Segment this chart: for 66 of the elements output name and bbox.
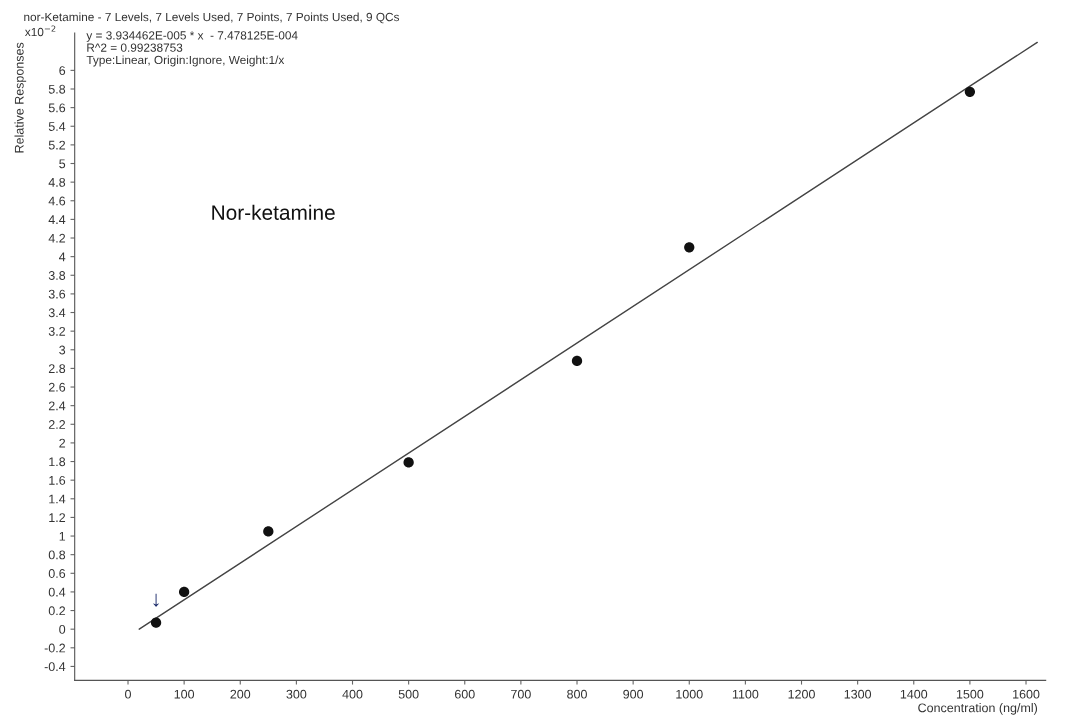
y-tick-label: 5.8 (48, 84, 66, 94)
annotation: Type:Linear, Origin:Ignore, Weight:1/x (86, 55, 285, 67)
y-tick-label: 3.2 (48, 326, 66, 336)
y-tick-label: 2.4 (48, 401, 66, 411)
y-tick-label: 0.2 (48, 606, 66, 616)
x-tick-label: 1400 (900, 689, 928, 699)
y-tick-label: 5.4 (48, 122, 66, 131)
x-axis-title: Concentration (ng/ml) (918, 703, 1038, 715)
x-tick-label: 200 (230, 689, 251, 699)
point (684, 242, 695, 253)
annotation: y = 3.934462E-005 * x - 7.478125E-004 (86, 31, 298, 42)
y-tick-label: 2.6 (48, 382, 66, 392)
x-tick-label: 1100 (732, 689, 759, 699)
y-tick-label: 0.6 (48, 569, 66, 578)
x-tick-label: 500 (398, 689, 419, 699)
x-tick-label: 1500 (956, 689, 984, 699)
y-tick-label: 1 (59, 531, 66, 541)
x-tick-label: 1000 (676, 689, 703, 699)
y-tick-label: 2.2 (48, 420, 66, 429)
annotation: Nor-ketamine (212, 204, 335, 220)
y-tick-label: 3.4 (48, 308, 66, 318)
y-tick-label: -0.4 (44, 662, 66, 672)
x-tick-label: 1300 (844, 689, 872, 699)
annotation: R^2 = 0.99238753 (87, 43, 183, 52)
y-tick-label: 1.8 (49, 457, 66, 467)
x-tick-label: 400 (342, 689, 363, 699)
y-axis-title: Relative Responses (14, 42, 27, 153)
chart-title: nor-Ketamine - 7 Levels, 7 Levels Used, 7 Points, 7 Points Used, 9 QCs (24, 12, 400, 24)
x-tick-label: 0 (125, 689, 131, 699)
y-tick-label: -0.2 (44, 643, 66, 653)
x-tick-label: 700 (511, 689, 531, 699)
y-tick-label: 2.8 (48, 364, 66, 374)
x-tick-label: 600 (454, 689, 475, 699)
x-tick-label: 1600 (1013, 689, 1040, 699)
point (964, 86, 976, 97)
x-tick-label: 300 (286, 689, 307, 699)
point (571, 355, 583, 367)
point (178, 586, 190, 598)
y-tick-label: 4 (59, 252, 66, 262)
y-tick-label: 4.8 (48, 177, 66, 187)
y-tick-label: 1.6 (49, 475, 66, 485)
y-tick-label: 5.2 (48, 140, 66, 150)
y-tick-label: 1.2 (49, 513, 66, 522)
point (150, 617, 162, 628)
y-tick-label: 3.6 (48, 289, 66, 299)
y-tick-label: 5.6 (48, 103, 66, 113)
y-tick-label: 2 (59, 438, 66, 448)
y-tick-label: 4.6 (48, 196, 66, 206)
y-tick-label: 1.4 (49, 494, 66, 504)
point (263, 526, 274, 537)
y-tick-label: 0.4 (48, 587, 66, 597)
x-tick-label: 1200 (788, 689, 815, 699)
y-tick-label: 3 (59, 345, 66, 355)
y-tick-label: 0 (59, 624, 66, 634)
annotation: ↓ (153, 593, 159, 607)
y-tick-label: 4.4 (48, 215, 66, 224)
x-tick-label: 100 (174, 689, 195, 699)
x-tick-label: 800 (567, 689, 587, 699)
y-tick-label: 6 (59, 66, 66, 76)
text: x10$^{−2}$ (24, 25, 56, 37)
point (403, 457, 414, 468)
y-tick-label: 3.8 (48, 271, 66, 280)
x-tick-label: 900 (623, 689, 644, 699)
y-tick-label: 5 (59, 159, 66, 169)
y-tick-label: 0.8 (48, 550, 66, 560)
y-tick-label: 4.2 (48, 233, 66, 243)
